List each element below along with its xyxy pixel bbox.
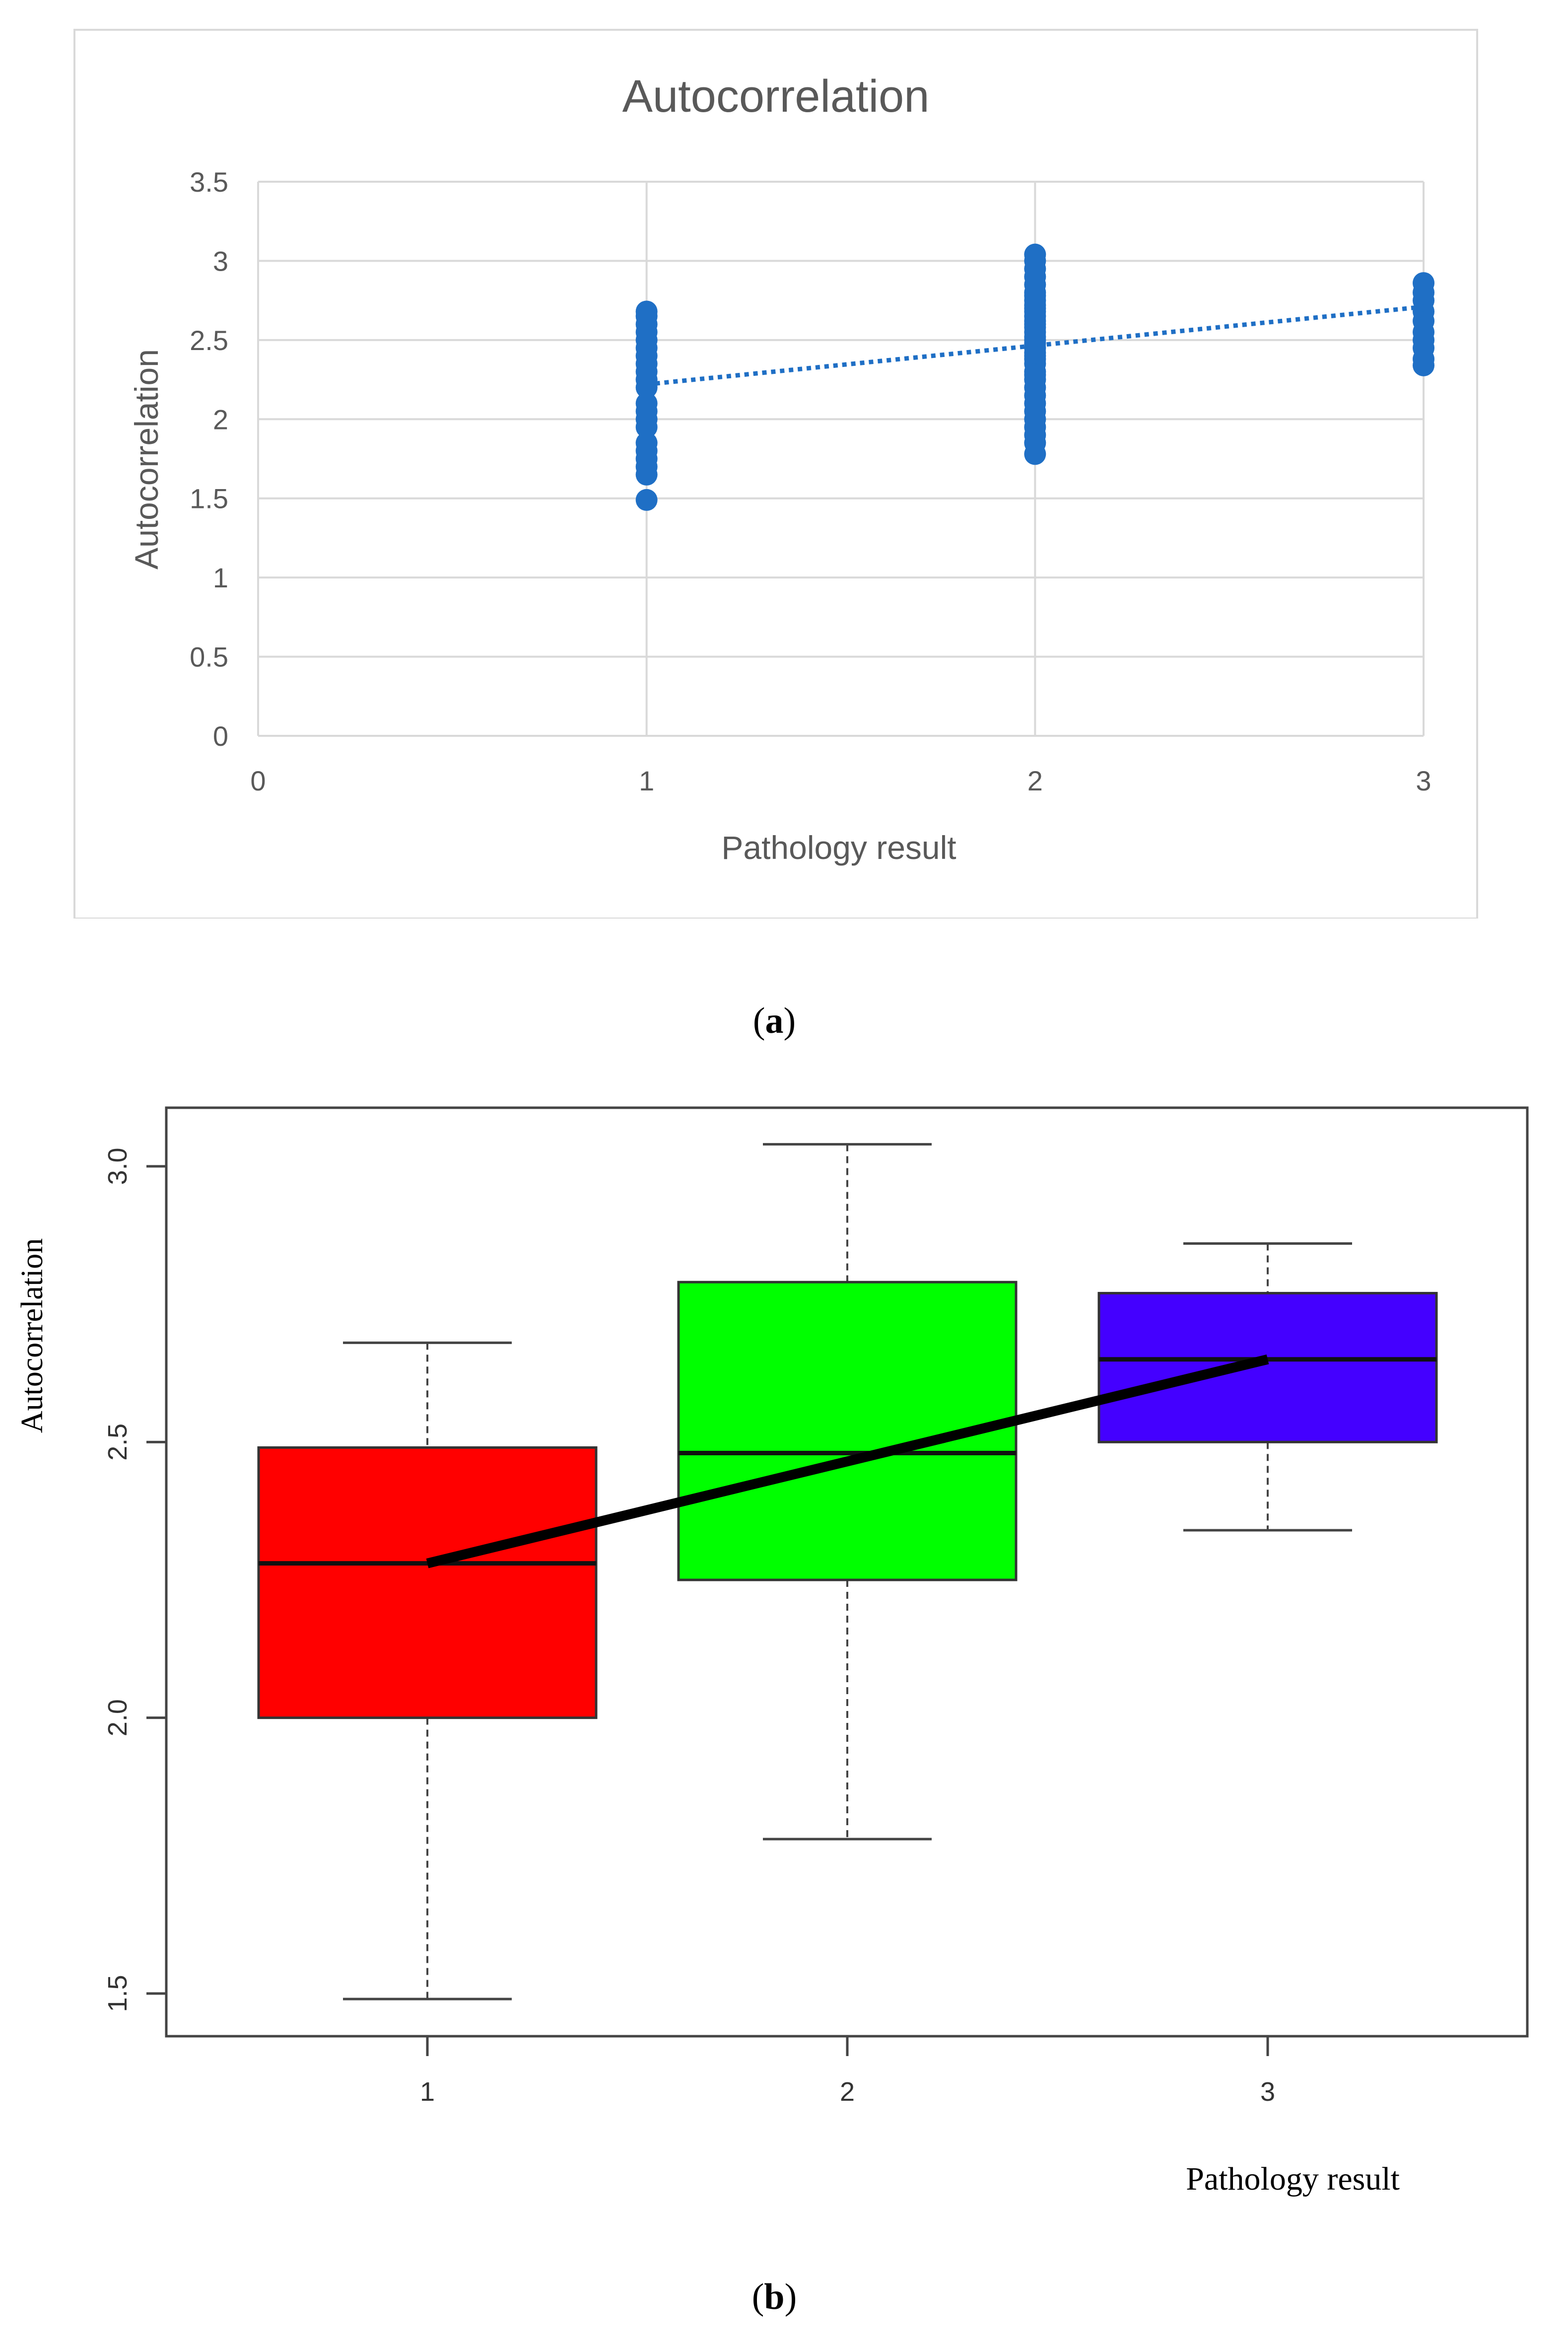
- chart-a-data-point: [1024, 243, 1046, 266]
- chart-a-y-tick-label: 0: [213, 720, 228, 752]
- chart-a-frame-bottom-mask: [72, 919, 1480, 928]
- chart-b-y-tick-label: 2.0: [103, 1699, 133, 1736]
- chart-a-x-axis-label: Pathology result: [721, 829, 956, 866]
- caption-b: (b): [752, 2277, 797, 2317]
- chart-a-y-tick-label: 2: [213, 404, 228, 435]
- chart-a-y-axis-label: Autocorrelation: [128, 349, 165, 570]
- box-iqr: [1097, 1291, 1438, 1443]
- caption-a: (a): [753, 1000, 796, 1041]
- chart-a-title: Autocorrelation: [622, 71, 930, 122]
- chart-a-data-point: [635, 392, 658, 415]
- chart-a-y-tick-label: 0.5: [190, 641, 228, 673]
- chart-a-x-tick-label: 0: [250, 765, 266, 796]
- chart-b-x-tick-label: 3: [1260, 2077, 1275, 2107]
- chart-b-x-tick-label: 1: [420, 2077, 435, 2107]
- chart-a-y-tick-label: 1: [213, 562, 228, 593]
- chart-a-y-tick-label: 3.5: [190, 166, 228, 198]
- chart-a-y-tick-label: 2.5: [190, 325, 228, 356]
- chart-a-tick-labels: 0 0.5 1 1.5 2 2.5 3 3.5 0 1 2 3: [190, 166, 1431, 796]
- chart-b-median-trend-line: [426, 1354, 1269, 1568]
- chart-b-y-axis-label: Autocorrelation: [15, 1238, 49, 1433]
- chart-a-y-tick-label: 1.5: [190, 483, 228, 514]
- chart-a-data-point: [635, 432, 658, 454]
- box-iqr: [257, 1446, 598, 1719]
- chart-a-data-point: [1024, 285, 1046, 307]
- chart-a-points: [635, 243, 1434, 511]
- chart-a-data-point: [1024, 300, 1046, 323]
- chart-a-data-point: [1024, 364, 1046, 386]
- panel-b-box-plot: 1.5 2.0 2.5 3.0 1 2 3 Autocorrelation Patholog…: [15, 1106, 1529, 2197]
- chart-a-data-point: [635, 300, 658, 323]
- chart-b-y-tick-label: 1.5: [103, 1975, 133, 2012]
- chart-a-x-tick-label: 2: [1027, 765, 1043, 796]
- panel-a-scatter-chart: Autocorrelation 0 0.5 1 1.5 2 2.5 3 3.5 0 1 2 3 Aut…: [72, 29, 1480, 928]
- chart-a-frame: [73, 29, 1478, 920]
- chart-b-y-tick-label: 3.0: [103, 1147, 133, 1185]
- chart-a-x-tick-label: 3: [1416, 765, 1431, 796]
- chart-a-x-tick-label: 1: [639, 765, 654, 796]
- chart-b-x-tick-label: 2: [840, 2077, 855, 2107]
- chart-a-data-point: [635, 489, 658, 511]
- chart-a-y-tick-label: 3: [213, 245, 228, 277]
- chart-b-axes: 1.5 2.0 2.5 3.0 1 2 3: [103, 1147, 1275, 2107]
- chart-a-data-point: [1024, 326, 1046, 348]
- chart-a-data-point: [1413, 272, 1434, 294]
- chart-b-y-tick-label: 2.5: [103, 1424, 133, 1461]
- chart-b-x-axis-label: Pathology result: [1186, 2161, 1400, 2197]
